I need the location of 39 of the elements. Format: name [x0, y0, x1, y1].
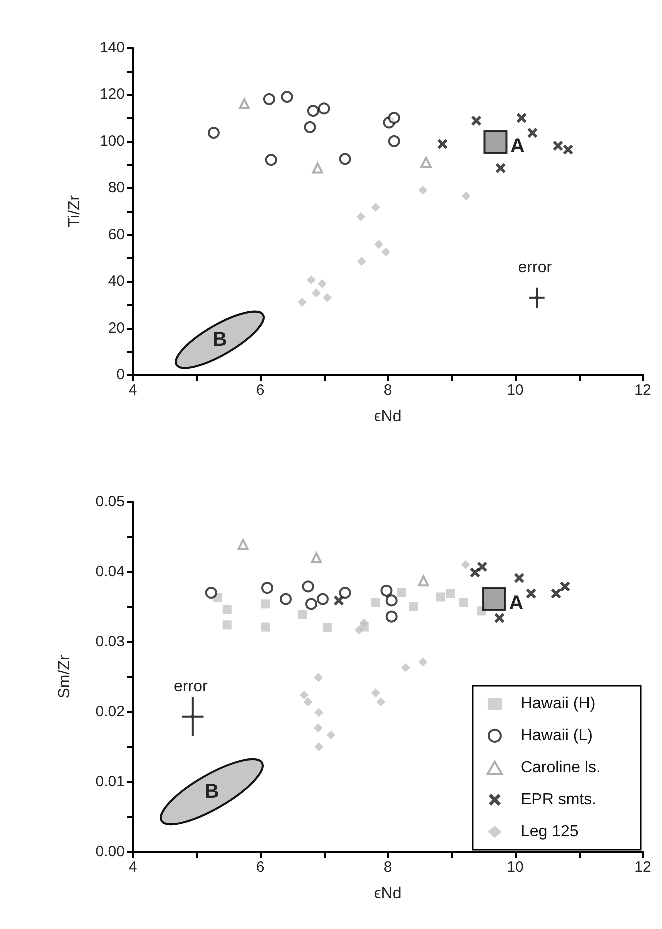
- legend-label: Hawaii (H): [520, 696, 596, 712]
- y-tick-label: 80: [108, 180, 125, 197]
- y-tick-label: 20: [108, 320, 125, 337]
- y-tick-label: 140: [100, 40, 125, 56]
- y-axis-title: Ti/Zr: [66, 194, 84, 228]
- x-axis-title: ϵNd: [374, 886, 402, 902]
- y-tick-label: 0.03: [96, 634, 125, 650]
- x-tick-label: 4: [128, 382, 138, 399]
- annotation: error: [174, 678, 208, 696]
- annotation: B: [204, 781, 220, 803]
- y-tick-label: 0.01: [96, 774, 125, 790]
- x-tick-label: 8: [384, 382, 392, 399]
- legend-label: Leg 125: [520, 824, 579, 840]
- annotation: A: [510, 135, 525, 158]
- y-tick-label: 0.02: [96, 704, 125, 720]
- legend-label: Hawaii (L): [520, 728, 593, 744]
- x-axis-title: ϵNd: [374, 408, 402, 426]
- legend-label: EPR smts.: [520, 792, 597, 808]
- y-tick-label: 0.04: [96, 564, 125, 580]
- y-tick-label: 100: [100, 132, 125, 150]
- y-tick-label: 0.05: [96, 494, 125, 510]
- y-tick-label: 0.00: [96, 844, 125, 860]
- legend-label: Caroline ls.: [520, 760, 601, 776]
- x-tick-label: 10: [507, 382, 524, 399]
- y-axis-title: Sm/Zr: [56, 654, 74, 699]
- annotation: A: [509, 592, 524, 614]
- x-tick-label: 6: [256, 382, 265, 399]
- x-tick-label: 4: [128, 859, 138, 876]
- x-tick-label: 12: [634, 382, 652, 399]
- x-tick-label: 6: [256, 859, 265, 876]
- y-tick-label: 0: [116, 366, 125, 384]
- annotation: error: [518, 259, 553, 276]
- annotation: B: [212, 329, 228, 351]
- x-tick-label: 12: [634, 859, 652, 876]
- y-tick-label: 120: [100, 86, 125, 104]
- x-tick-label: 8: [384, 859, 392, 876]
- y-tick-label: 60: [108, 226, 125, 244]
- x-tick-label: 10: [507, 859, 524, 876]
- y-tick-label: 40: [108, 273, 125, 290]
